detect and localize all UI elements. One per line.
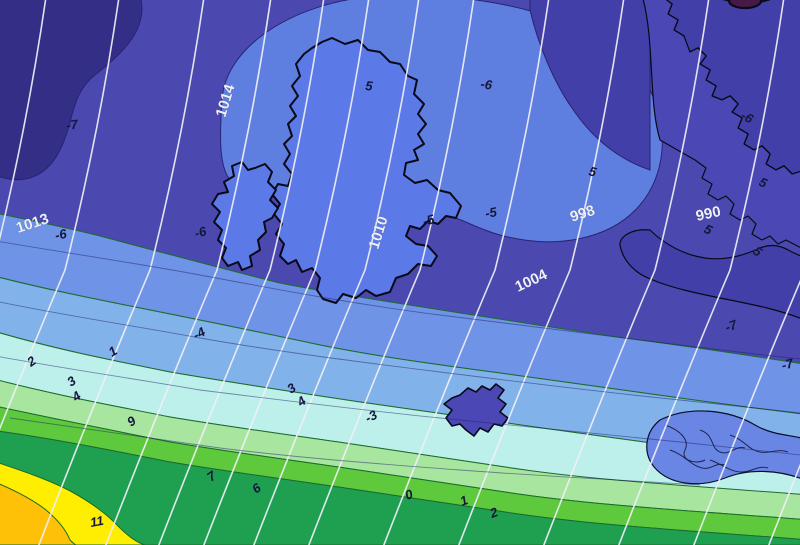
svg-text:11: 11 <box>89 513 105 530</box>
